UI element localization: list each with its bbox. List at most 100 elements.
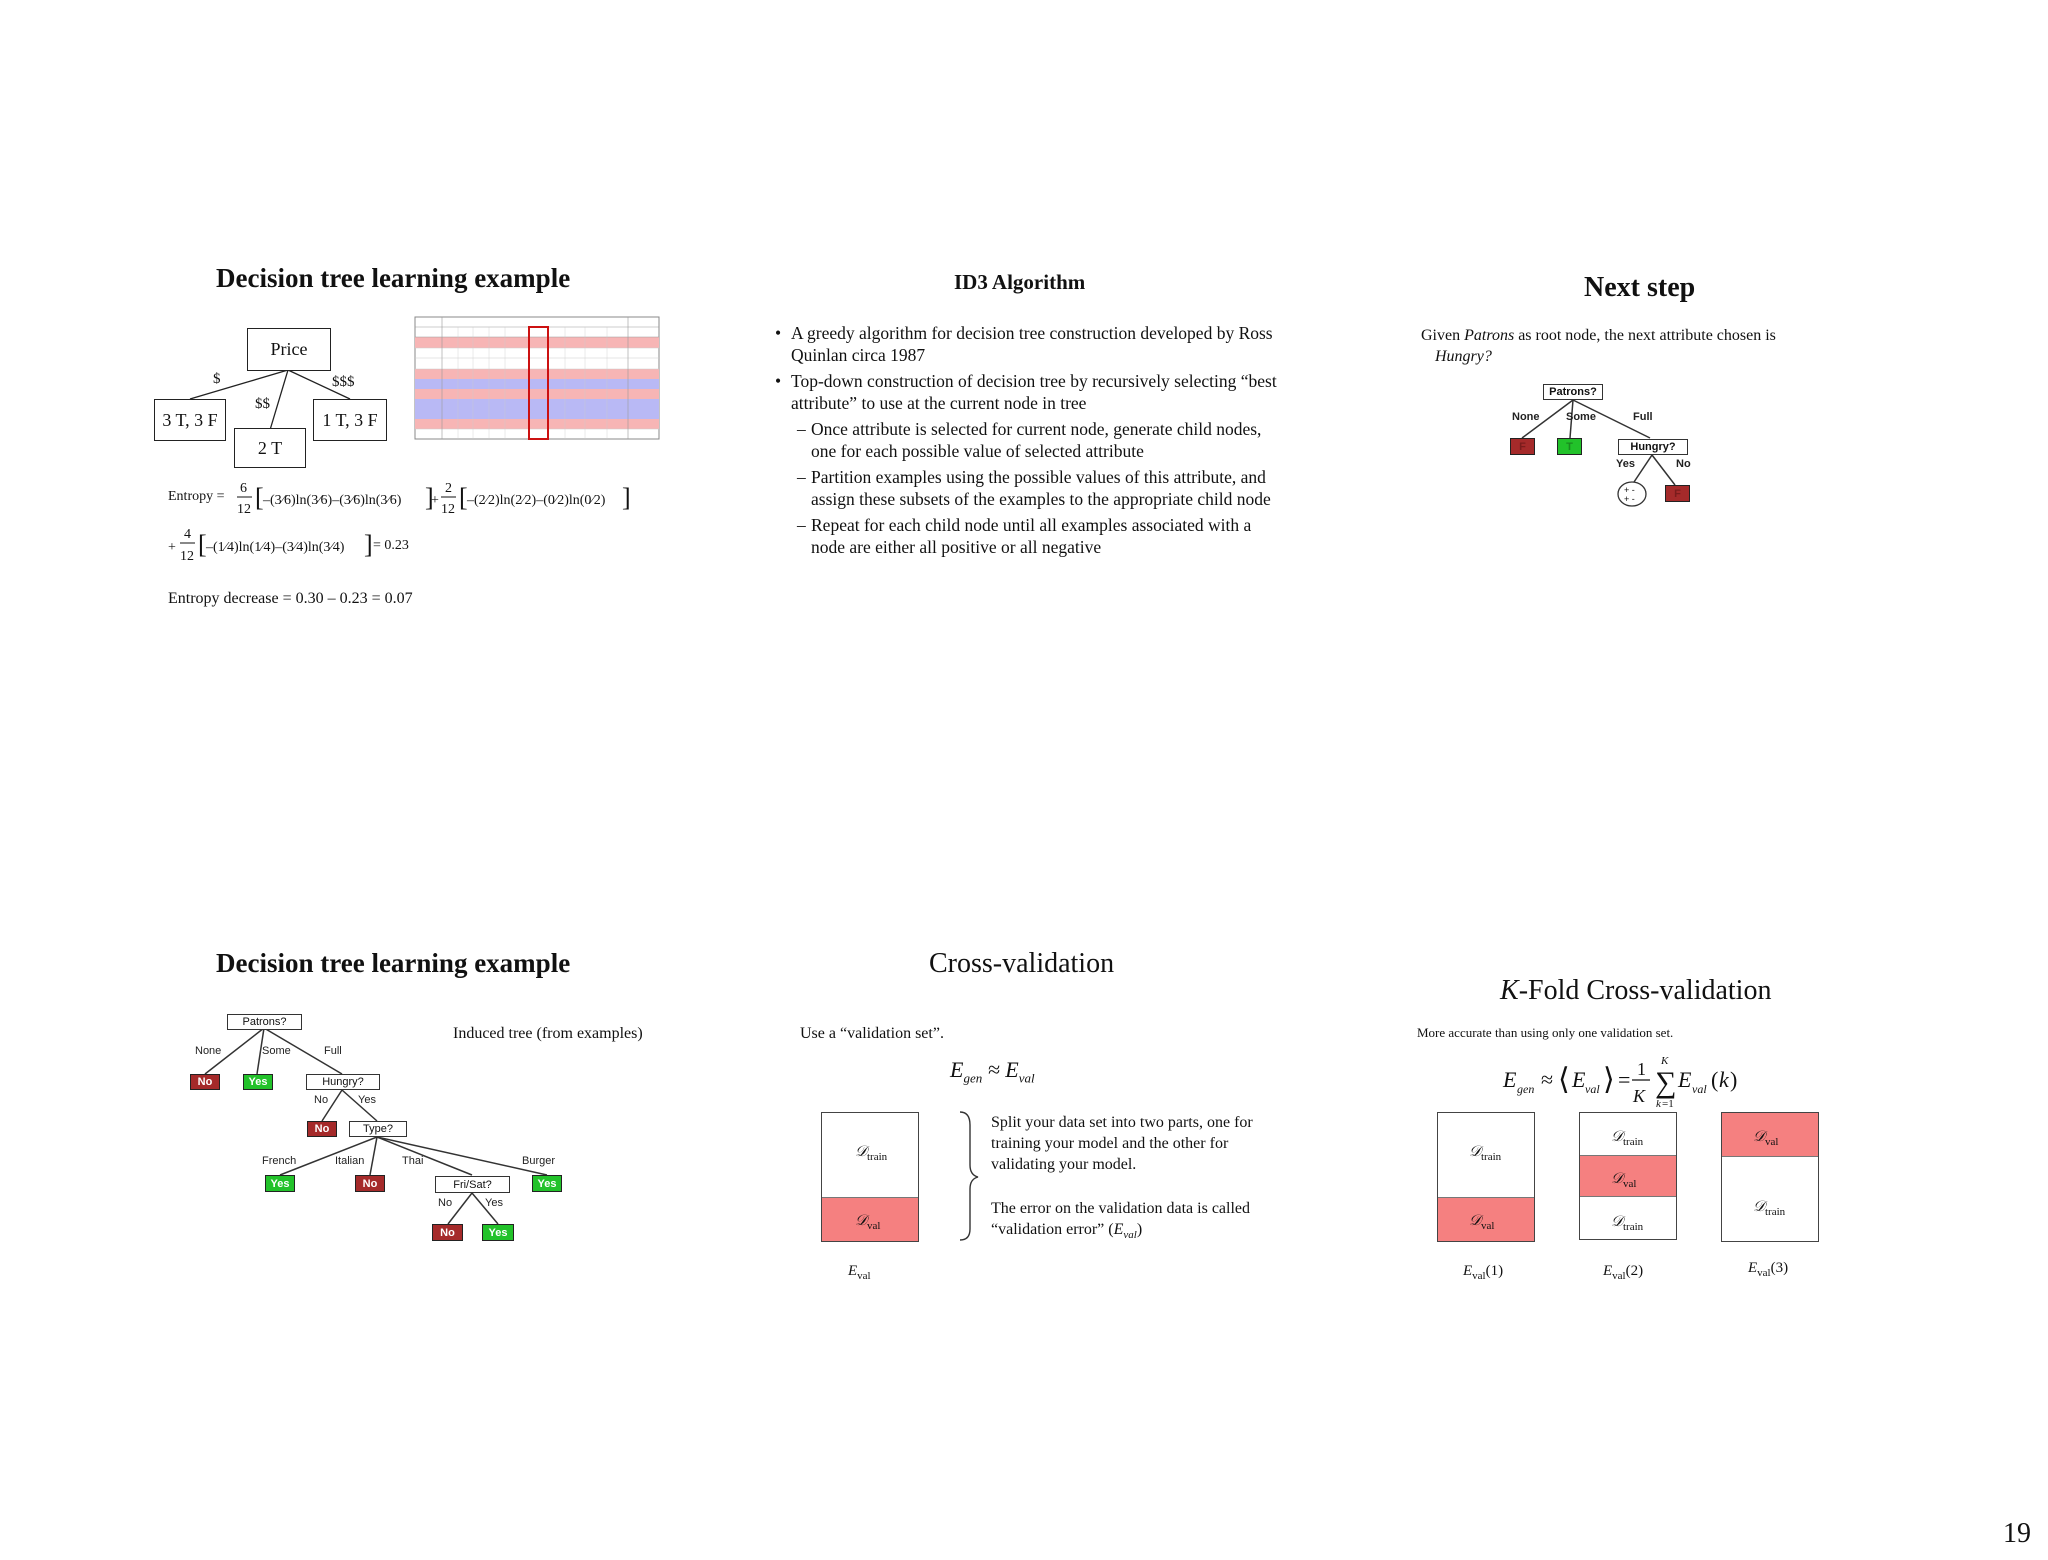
fold-3-val-label: 𝒟val xyxy=(1753,1129,1779,1148)
slide4-title: Decision tree learning example xyxy=(216,948,571,978)
svg-text:K: K xyxy=(1632,1086,1646,1106)
leaf-f-red: F xyxy=(1510,438,1535,455)
svg-text:k: k xyxy=(1719,1067,1730,1092)
svg-text:2: 2 xyxy=(445,481,452,496)
bullet-item: • Top-down construction of decision tree … xyxy=(775,371,1277,413)
svg-text:val: val xyxy=(1692,1082,1707,1096)
svg-text:[: [ xyxy=(198,530,207,559)
edge-label-double-dollar: $$ xyxy=(255,396,270,412)
edge-italian: Italian xyxy=(335,1155,365,1167)
leaf-no: No xyxy=(307,1121,337,1137)
d-train-label: 𝒟train xyxy=(855,1144,888,1163)
sub-bullet-item: – Once attribute is selected for current … xyxy=(797,419,1262,461)
leaf-2t: 2 T xyxy=(234,428,306,468)
svg-text:∑: ∑ xyxy=(1655,1066,1676,1099)
cv-intro: Use a “validation set”. xyxy=(800,1025,944,1042)
edge-no: No xyxy=(314,1094,329,1106)
fold-1-val-label: 𝒟val xyxy=(1469,1213,1495,1232)
e-val-label: Eval xyxy=(848,1263,871,1282)
fold-1-val xyxy=(1438,1197,1534,1241)
leaf-1t-3f: 1 T, 3 F xyxy=(313,399,387,441)
fold-3-val xyxy=(1722,1113,1818,1157)
induced-tree-caption: Induced tree (from examples) xyxy=(453,1025,643,1042)
svg-text:+: + xyxy=(168,540,176,555)
entropy-decrease: Entropy decrease = 0.30 – 0.23 = 0.07 xyxy=(168,590,413,607)
hungry-node-induced: Hungry? xyxy=(306,1074,380,1090)
slide3-title: Next step xyxy=(1584,272,1696,303)
edge-yes: Yes xyxy=(358,1094,376,1106)
svg-text:+ -: + - xyxy=(1624,485,1635,495)
svg-text:k: k xyxy=(1656,1098,1662,1110)
edge-label-dollar: $ xyxy=(213,371,221,387)
fold-1-train: 𝒟train xyxy=(1469,1144,1502,1163)
sub-bullet-item: – Partition examples using the possible v… xyxy=(797,467,1271,509)
leaf-yes: Yes xyxy=(482,1224,514,1241)
validation-error-explanation: The error on the validation data is call… xyxy=(991,1200,1251,1242)
fold-2-train-bottom: 𝒟train xyxy=(1611,1214,1644,1233)
leaf-no: No xyxy=(355,1175,385,1192)
next-step-text: Given Patrons as root node, the next att… xyxy=(1421,327,1776,365)
edge-no: No xyxy=(438,1197,453,1209)
svg-text:12: 12 xyxy=(237,502,251,517)
fold-3-train: 𝒟train xyxy=(1753,1199,1786,1218)
svg-text:+: + xyxy=(431,493,439,508)
svg-text:E: E xyxy=(1677,1067,1692,1092)
price-node: Price xyxy=(247,328,331,371)
egen-approx-eval: Egen ≈ Eval xyxy=(950,1057,1035,1086)
svg-text:(: ( xyxy=(1711,1067,1718,1092)
svg-text:–(3⁄6)ln(3⁄6)–(3⁄6)ln(3⁄6): –(3⁄6)ln(3⁄6)–(3⁄6)ln(3⁄6) xyxy=(262,493,402,508)
frisat-node: Fri/Sat? xyxy=(435,1176,510,1193)
leaf-no: No xyxy=(190,1074,220,1090)
fold-2-val-label: 𝒟val xyxy=(1611,1171,1637,1190)
svg-text:–(2⁄2)ln(2⁄2)–(0⁄2)ln(0⁄2): –(2⁄2)ln(2⁄2)–(0⁄2)ln(0⁄2) xyxy=(466,493,606,508)
edge-yes: Yes xyxy=(485,1197,503,1209)
edge-none: None xyxy=(1512,411,1540,423)
patrons-node-induced: Patrons? xyxy=(227,1014,302,1030)
slide6-title: K-Fold Cross-validation xyxy=(1500,975,1772,1006)
svg-text:]: ] xyxy=(425,483,434,512)
patrons-node: Patrons? xyxy=(1543,384,1603,400)
edge-full: Full xyxy=(1633,411,1653,423)
svg-text:=1: =1 xyxy=(1662,1098,1674,1110)
svg-text:4: 4 xyxy=(184,527,191,542)
slide5-title: Cross-validation xyxy=(929,948,1115,979)
svg-text:K: K xyxy=(1660,1055,1669,1067)
svg-text:[: [ xyxy=(459,483,468,512)
svg-text:gen: gen xyxy=(1517,1082,1534,1096)
fold-1-eval: Eval(1) xyxy=(1463,1263,1504,1282)
leaf-yes: Yes xyxy=(243,1074,273,1090)
edge-yes: Yes xyxy=(1616,458,1635,470)
edge-no: No xyxy=(1676,458,1691,470)
svg-text:≈: ≈ xyxy=(1541,1067,1553,1092)
svg-text:⟩: ⟩ xyxy=(1603,1063,1615,1096)
validation-part xyxy=(822,1197,918,1241)
page-number: 19 xyxy=(2003,1518,2031,1549)
fold-2-rect xyxy=(1579,1112,1677,1240)
svg-text:6: 6 xyxy=(240,481,247,496)
kfold-intro: More accurate than using only one valida… xyxy=(1417,1025,1674,1040)
svg-text:=: = xyxy=(1618,1067,1630,1092)
svg-text:–(1⁄4)ln(1⁄4)–(3⁄4)ln(3⁄4): –(1⁄4)ln(1⁄4)–(3⁄4)ln(3⁄4) xyxy=(205,540,345,555)
leaf-yes: Yes xyxy=(265,1175,295,1192)
entropy-result: = 0.23 xyxy=(373,538,409,553)
leaf-t-green: T xyxy=(1557,438,1582,455)
fold-3-eval: Eval(3) xyxy=(1748,1260,1789,1279)
edge-thai: Thai xyxy=(402,1155,424,1167)
edge-none: None xyxy=(195,1045,222,1057)
svg-text:]: ] xyxy=(622,483,631,512)
svg-text:]: ] xyxy=(364,530,373,559)
svg-text:⟨: ⟨ xyxy=(1558,1063,1570,1096)
edge-french: French xyxy=(262,1155,297,1167)
leaf-no: No xyxy=(432,1224,463,1241)
fold-2-train-top: 𝒟train xyxy=(1611,1129,1644,1148)
svg-text:12: 12 xyxy=(180,549,194,564)
id3-bullet-list: • A greedy algorithm for decision tree co… xyxy=(775,322,1280,558)
leaf-f-red-2: F xyxy=(1665,485,1690,502)
entropy-label: Entropy = xyxy=(168,489,225,504)
svg-text:12: 12 xyxy=(441,502,455,517)
svg-text:+ -: + - xyxy=(1624,494,1635,504)
